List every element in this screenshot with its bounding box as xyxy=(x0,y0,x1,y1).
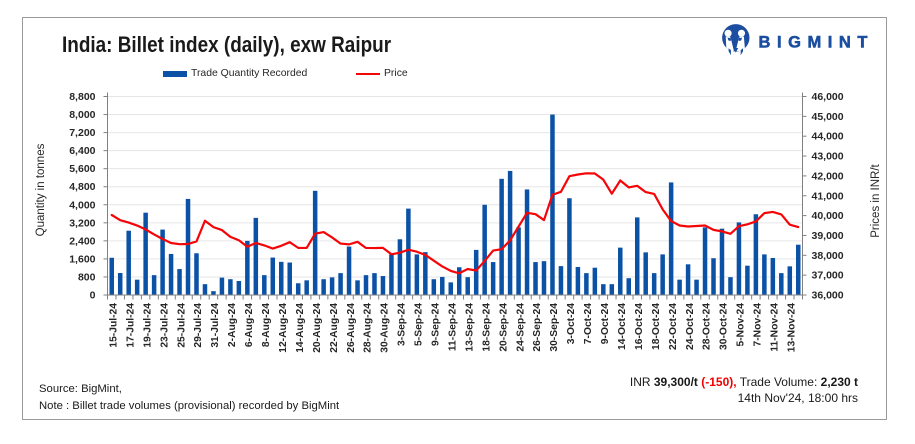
svg-text:Quantity in tonnes: Quantity in tonnes xyxy=(35,143,47,236)
svg-text:38,000: 38,000 xyxy=(812,250,844,262)
svg-text:BIGMINT: BIGMINT xyxy=(759,34,875,52)
svg-text:14-Aug-24: 14-Aug-24 xyxy=(295,303,306,353)
svg-text:Prices in INR/t: Prices in INR/t xyxy=(870,163,882,237)
svg-text:14-Oct-24: 14-Oct-24 xyxy=(617,303,628,350)
svg-text:13-Nov-24: 13-Nov-24 xyxy=(787,303,798,352)
svg-text:13-Sep-24: 13-Sep-24 xyxy=(464,303,475,352)
svg-text:17-Jul-24: 17-Jul-24 xyxy=(125,303,136,348)
svg-text:24-Oct-24: 24-Oct-24 xyxy=(685,303,696,350)
svg-text:11-Sep-24: 11-Sep-24 xyxy=(447,303,458,351)
svg-text:19-Jul-24: 19-Jul-24 xyxy=(142,303,153,348)
svg-text:8,000: 8,000 xyxy=(69,109,95,121)
svg-text:5,600: 5,600 xyxy=(69,163,95,175)
svg-text:28-Oct-24: 28-Oct-24 xyxy=(702,303,713,350)
svg-text:7,200: 7,200 xyxy=(69,127,95,139)
svg-text:18-Sep-24: 18-Sep-24 xyxy=(481,303,492,352)
svg-text:0: 0 xyxy=(90,290,96,302)
svg-text:41,000: 41,000 xyxy=(812,190,844,202)
svg-text:7-Nov-24: 7-Nov-24 xyxy=(753,303,764,347)
svg-text:45,000: 45,000 xyxy=(812,111,844,123)
svg-text:3-Oct-24: 3-Oct-24 xyxy=(566,303,577,344)
svg-text:18-Oct-24: 18-Oct-24 xyxy=(651,303,662,350)
svg-text:26-Aug-24: 26-Aug-24 xyxy=(346,303,357,353)
svg-text:11-Nov-24: 11-Nov-24 xyxy=(770,303,781,352)
svg-text:39,000: 39,000 xyxy=(812,230,844,242)
svg-text:3,200: 3,200 xyxy=(69,217,95,229)
svg-text:23-Jul-24: 23-Jul-24 xyxy=(159,303,170,348)
svg-text:800: 800 xyxy=(78,271,96,283)
svg-text:3-Sep-24: 3-Sep-24 xyxy=(397,303,408,346)
svg-text:46,000: 46,000 xyxy=(812,91,844,103)
svg-text:29-Jul-24: 29-Jul-24 xyxy=(193,303,204,348)
svg-text:31-Jul-24: 31-Jul-24 xyxy=(210,303,221,348)
svg-text:5-Nov-24: 5-Nov-24 xyxy=(736,303,747,347)
svg-text:20-Aug-24: 20-Aug-24 xyxy=(312,303,323,353)
svg-text:22-Oct-24: 22-Oct-24 xyxy=(668,303,679,350)
svg-text:26-Sep-24: 26-Sep-24 xyxy=(532,303,543,352)
svg-text:12-Aug-24: 12-Aug-24 xyxy=(278,303,289,353)
svg-text:28-Aug-24: 28-Aug-24 xyxy=(363,303,374,353)
svg-text:5-Sep-24: 5-Sep-24 xyxy=(414,303,425,346)
svg-text:4,800: 4,800 xyxy=(69,181,95,193)
svg-text:22-Aug-24: 22-Aug-24 xyxy=(329,303,340,353)
svg-text:16-Oct-24: 16-Oct-24 xyxy=(634,303,645,350)
svg-text:24-Sep-24: 24-Sep-24 xyxy=(515,303,526,352)
svg-text:30-Aug-24: 30-Aug-24 xyxy=(380,303,391,353)
svg-text:2,400: 2,400 xyxy=(69,235,95,247)
svg-text:37,000: 37,000 xyxy=(812,270,844,282)
svg-text:30-Sep-24: 30-Sep-24 xyxy=(549,303,560,352)
svg-text:36,000: 36,000 xyxy=(812,290,844,302)
svg-text:4,000: 4,000 xyxy=(69,199,95,211)
svg-text:2-Aug-24: 2-Aug-24 xyxy=(227,303,238,347)
svg-text:9-Sep-24: 9-Sep-24 xyxy=(431,303,442,346)
svg-text:40,000: 40,000 xyxy=(812,210,844,222)
svg-text:8-Aug-24: 8-Aug-24 xyxy=(261,303,272,347)
svg-text:8,800: 8,800 xyxy=(69,91,95,103)
svg-text:6,400: 6,400 xyxy=(69,145,95,157)
svg-text:15-Jul-24: 15-Jul-24 xyxy=(108,303,119,348)
svg-text:25-Jul-24: 25-Jul-24 xyxy=(176,303,187,348)
svg-text:42,000: 42,000 xyxy=(812,170,844,182)
svg-text:20-Sep-24: 20-Sep-24 xyxy=(498,303,509,352)
svg-text:7-Oct-24: 7-Oct-24 xyxy=(583,303,594,344)
svg-text:44,000: 44,000 xyxy=(812,131,844,143)
svg-text:6-Aug-24: 6-Aug-24 xyxy=(244,303,255,347)
svg-text:43,000: 43,000 xyxy=(812,151,844,163)
svg-text:1,600: 1,600 xyxy=(69,253,95,265)
svg-text:9-Oct-24: 9-Oct-24 xyxy=(600,303,611,344)
svg-text:30-Oct-24: 30-Oct-24 xyxy=(719,303,730,350)
